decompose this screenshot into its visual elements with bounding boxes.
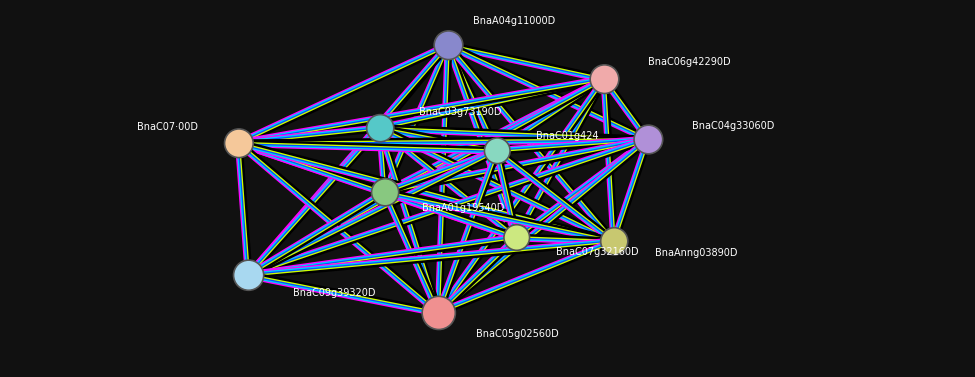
Text: BnaC06g42290D: BnaC06g42290D	[648, 57, 731, 67]
Circle shape	[590, 65, 619, 93]
Circle shape	[224, 129, 254, 158]
Text: BnaC04g33060D: BnaC04g33060D	[692, 121, 774, 131]
Circle shape	[485, 138, 510, 164]
Circle shape	[434, 31, 463, 60]
Circle shape	[367, 115, 394, 142]
Text: BnaC07·00D: BnaC07·00D	[136, 123, 198, 132]
Circle shape	[634, 125, 663, 154]
Circle shape	[234, 260, 263, 290]
Text: BnaAnng03890D: BnaAnng03890D	[655, 248, 738, 257]
Text: BnaC05g02560D: BnaC05g02560D	[476, 329, 559, 339]
Text: BnaA04g11000D: BnaA04g11000D	[473, 16, 555, 26]
Text: BnaC03g73190D: BnaC03g73190D	[419, 107, 502, 117]
Circle shape	[601, 228, 628, 255]
Circle shape	[504, 225, 529, 250]
Text: BnaC01g424: BnaC01g424	[536, 132, 599, 141]
Text: BnaC09g39320D: BnaC09g39320D	[292, 288, 375, 298]
Circle shape	[422, 296, 455, 329]
Circle shape	[371, 179, 399, 206]
Text: BnaA01g19540D: BnaA01g19540D	[422, 203, 504, 213]
Text: BnaC07g32160D: BnaC07g32160D	[556, 247, 639, 257]
